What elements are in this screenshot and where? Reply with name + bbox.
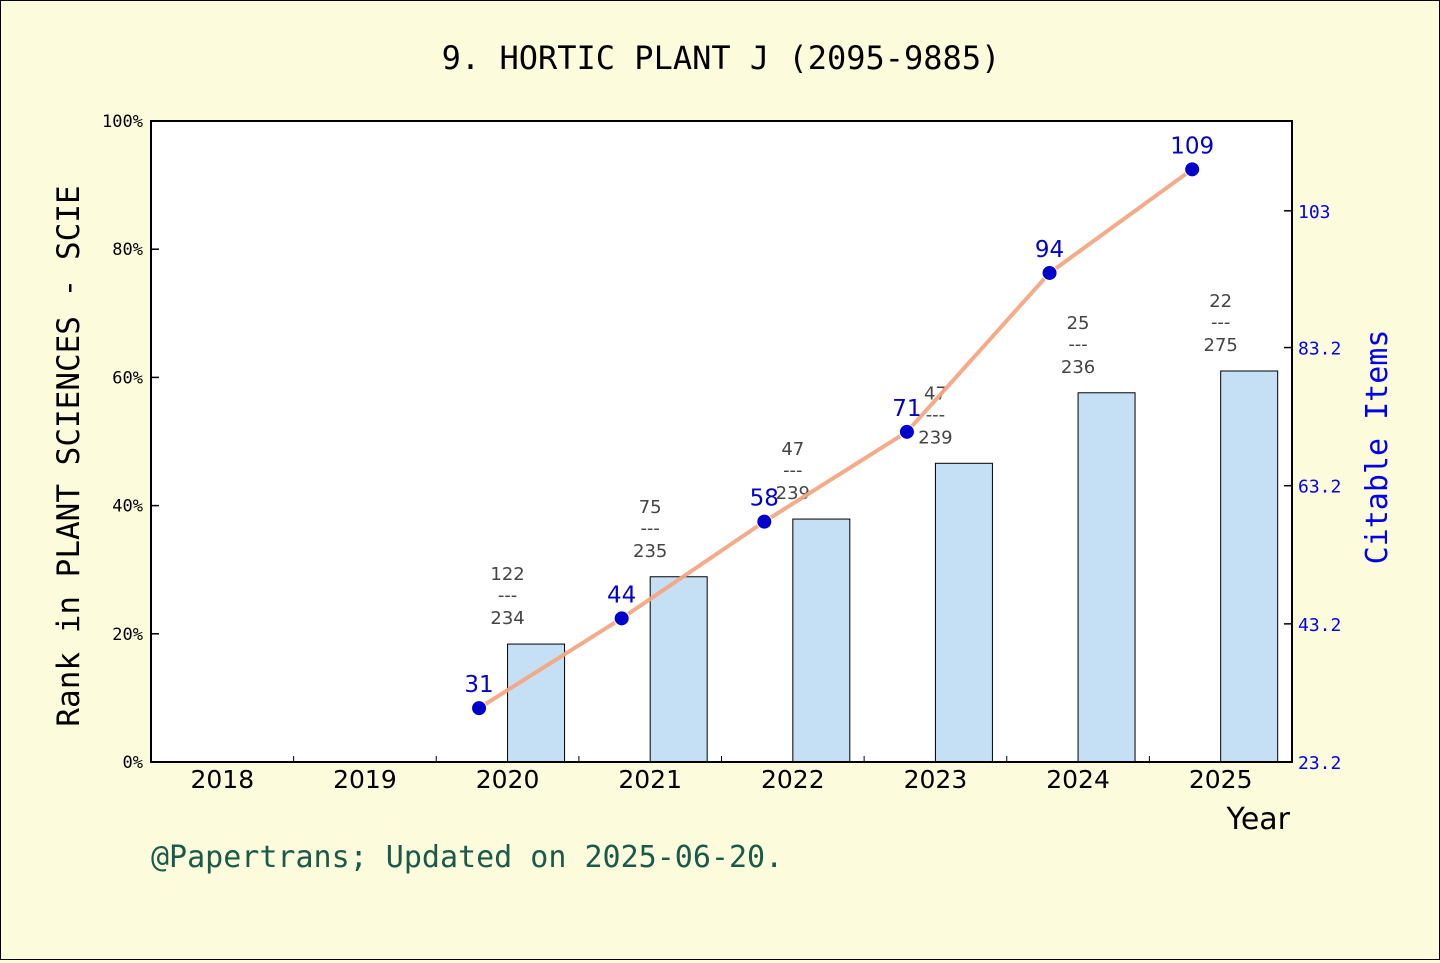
rank-label-bottom: 275 [1204, 335, 1238, 356]
citable-items-point [1184, 161, 1201, 178]
y-tick-label: 100% [102, 112, 143, 132]
rank-label-bottom: 239 [776, 483, 810, 504]
x-tick-label: 2019 [333, 765, 397, 794]
y2-tick-label: 43.2 [1298, 615, 1341, 636]
rank-label-separator: --- [640, 518, 660, 539]
bar [649, 576, 708, 763]
rank-label-bottom: 239 [918, 427, 952, 448]
citable-items-point [898, 423, 915, 440]
chart-title: 9. HORTIC PLANT J (2095-9885) [442, 39, 1001, 77]
y2-tick-label: 63.2 [1298, 477, 1341, 498]
x-tick-label: 2022 [761, 765, 825, 794]
rank-label-separator: --- [1068, 334, 1088, 355]
footer-note: @Papertrans; Updated on 2025-06-20. [151, 840, 783, 875]
x-axis: 2018 2019 2020 2021 2022 2023 2024 2025 [191, 756, 1253, 794]
rank-label-separator: --- [498, 585, 518, 606]
rank-label-bottom: 236 [1061, 357, 1095, 378]
y-tick-label: 80% [112, 240, 143, 260]
rank-label-top: 122 [490, 564, 524, 585]
y2-tick-label: 83.2 [1298, 339, 1341, 360]
rank-label-separator: --- [1211, 312, 1231, 333]
rank-label-separator: --- [783, 460, 803, 481]
y-axis-label: Rank in PLANT SCIENCES - SCIE [51, 185, 87, 726]
x-tick-label: 2023 [904, 765, 968, 794]
rank-labels: 122---23475---23547---23947---23925---23… [490, 291, 1237, 629]
right-axis: 23.2 43.2 63.2 83.2 103 [1284, 202, 1341, 774]
y-tick-label: 60% [112, 368, 143, 388]
y2-axis-label: Citable Items [1360, 330, 1395, 565]
y-tick-label: 20% [112, 625, 143, 645]
bar-series [507, 370, 1279, 763]
citable-items-series: 31 44 58 71 94 109 [464, 133, 1214, 717]
x-axis-label: Year [1225, 802, 1290, 837]
rank-label-bottom: 234 [490, 608, 524, 629]
citable-items-label: 44 [607, 582, 636, 608]
bar [792, 518, 851, 763]
bar [1220, 370, 1279, 763]
rank-label-top: 25 [1067, 313, 1090, 334]
citable-items-label: 94 [1035, 237, 1064, 263]
citable-items-label: 109 [1170, 133, 1214, 159]
rank-label-separator: --- [926, 404, 946, 425]
rank-label-top: 75 [639, 497, 662, 518]
citable-items-line [477, 167, 1194, 710]
citable-items-label: 71 [892, 396, 921, 422]
x-tick-label: 2018 [191, 765, 255, 794]
x-tick-label: 2024 [1046, 765, 1110, 794]
y-tick-label: 0% [123, 753, 143, 773]
citable-items-point [1041, 264, 1058, 281]
citable-items-label: 31 [464, 672, 493, 698]
x-tick-label: 2020 [476, 765, 540, 794]
rank-label-bottom: 235 [633, 541, 667, 562]
citable-items-label: 58 [750, 486, 779, 512]
bar [1077, 392, 1136, 763]
x-tick-label: 2025 [1189, 765, 1253, 794]
x-tick-label: 2021 [618, 765, 682, 794]
citable-items-point [613, 610, 630, 627]
y2-tick-label: 23.2 [1298, 753, 1341, 774]
rank-label-top: 47 [924, 383, 947, 404]
bar [934, 462, 993, 763]
rank-label-top: 47 [781, 439, 804, 460]
left-axis: 0% 20% 40% 60% 80% 100% [102, 112, 159, 773]
y2-tick-label: 103 [1298, 202, 1331, 223]
citable-items-point [756, 513, 773, 530]
y-tick-label: 40% [112, 497, 143, 517]
citable-items-point [471, 700, 488, 717]
bar [507, 643, 566, 763]
rank-label-top: 22 [1209, 291, 1232, 312]
